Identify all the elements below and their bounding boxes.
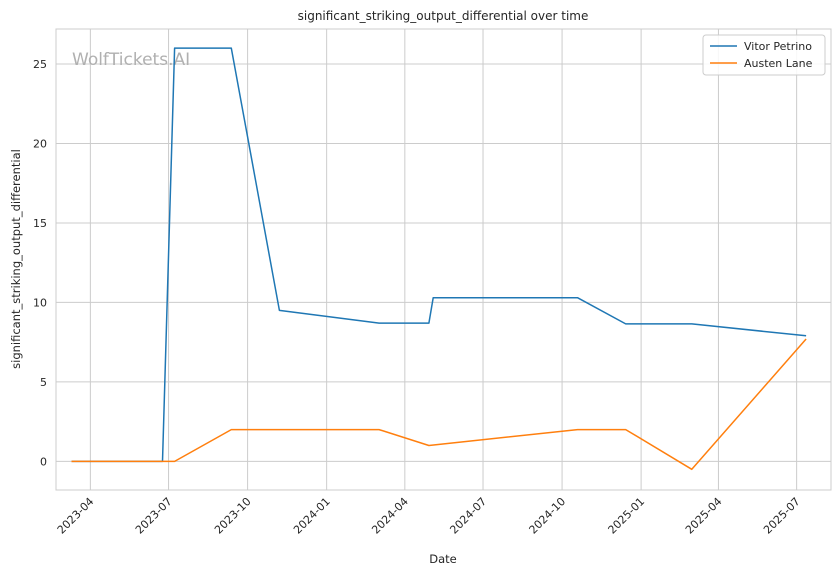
grid <box>56 29 831 490</box>
series-layer <box>71 47 807 471</box>
watermark: WolfTickets.AI <box>72 50 190 70</box>
y-tick-label: 10 <box>33 296 47 309</box>
y-tick-label: 0 <box>40 455 47 468</box>
y-axis-ticks: 0 5 10 15 20 25 <box>33 58 47 468</box>
plot-frame <box>55 28 832 491</box>
x-axis-label: Date <box>429 552 457 566</box>
x-tick-label: 2023-04 <box>55 495 97 537</box>
y-tick-label: 5 <box>40 376 47 389</box>
x-tick-label: 2024-10 <box>526 495 568 537</box>
x-tick-label: 2023-10 <box>212 495 254 537</box>
legend-label: Vitor Petrino <box>744 40 812 53</box>
legend: Vitor Petrino Austen Lane <box>702 34 826 76</box>
y-tick-label: 20 <box>33 137 47 150</box>
legend-label: Austen Lane <box>744 57 813 70</box>
legend-box <box>702 34 826 76</box>
y-axis-label: significant_striking_output_differential <box>9 149 23 369</box>
series-line-austen-lane <box>71 338 807 471</box>
plot-background <box>56 29 831 490</box>
x-tick-label: 2025-07 <box>761 495 803 537</box>
series-line-vitor-petrino <box>71 47 807 463</box>
x-tick-label: 2024-07 <box>447 495 489 537</box>
x-tick-label: 2024-04 <box>369 495 411 537</box>
chart-title: significant_striking_output_differential… <box>298 9 589 23</box>
x-tick-label: 2025-04 <box>683 495 725 537</box>
x-tick-label: 2023-07 <box>133 495 175 537</box>
y-tick-label: 15 <box>33 217 47 230</box>
x-tick-label: 2025-01 <box>606 495 648 537</box>
x-axis-ticks: 2023-04 2023-07 2023-10 2024-01 2024-04 2024-… <box>55 495 803 537</box>
x-tick-label: 2024-01 <box>291 495 333 537</box>
y-tick-label: 25 <box>33 58 47 71</box>
